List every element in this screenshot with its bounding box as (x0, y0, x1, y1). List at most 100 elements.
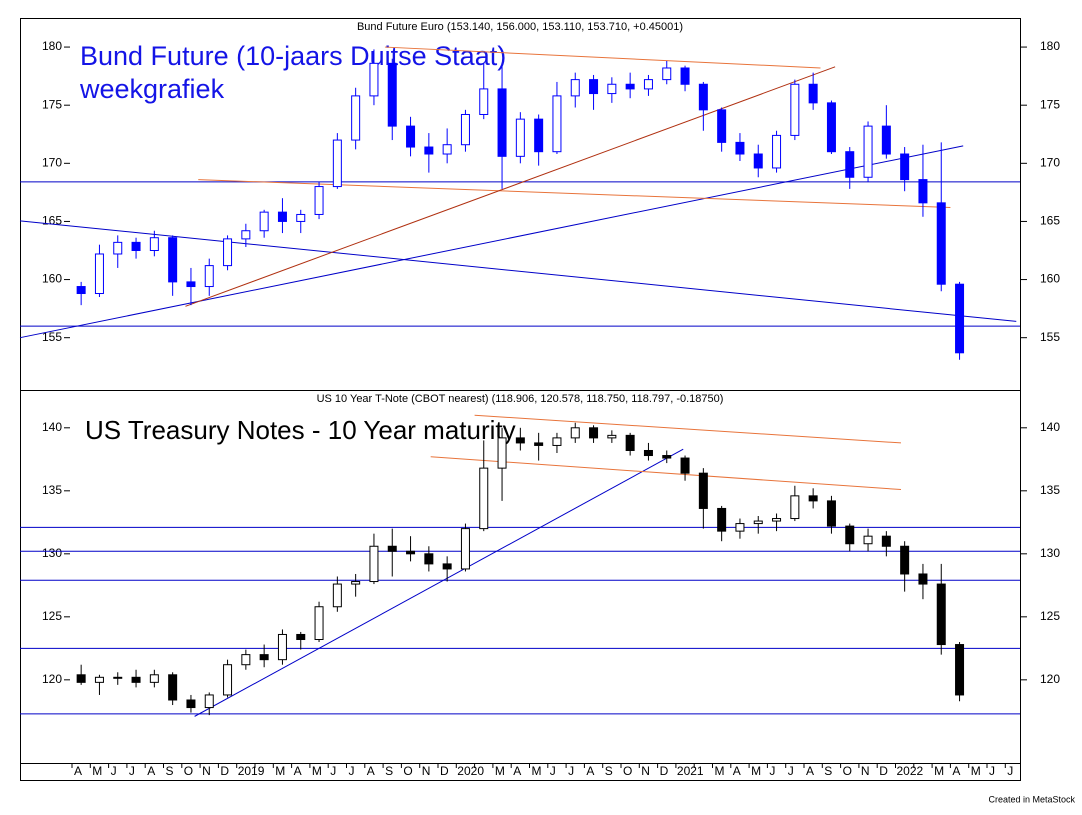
y-tick-label: 140 (42, 420, 62, 434)
candle-body (113, 241, 123, 255)
candle-body (900, 545, 910, 575)
x-tick-label: A (147, 764, 155, 778)
candle-body (387, 62, 397, 127)
candle-body (277, 633, 287, 661)
y-tick-label: 165 (42, 214, 62, 228)
x-tick-label: J (550, 764, 556, 778)
x-tick-label: A (806, 764, 814, 778)
candle-body (643, 449, 653, 457)
x-tick-label: S (824, 764, 832, 778)
trend-line (430, 456, 902, 491)
y-tick-label: 170 (42, 155, 62, 169)
candle-body (790, 83, 800, 136)
candle-body (369, 545, 379, 583)
candle-body (296, 213, 306, 222)
x-tick-label: M (495, 764, 505, 778)
footer: Created in MetaStock (988, 794, 1075, 804)
candle-body (131, 241, 141, 252)
candle-body (570, 79, 580, 97)
candle-body (955, 644, 965, 696)
candle-body (332, 139, 342, 188)
candle-body (753, 520, 763, 525)
x-tick-label: O (403, 764, 412, 778)
y-tick-label: 180 (42, 39, 62, 53)
x-tick-label: M (532, 764, 542, 778)
panel-title: Bund Future Euro (153.140, 156.000, 153.… (357, 21, 683, 33)
candle-body (845, 151, 855, 178)
candle-body (845, 525, 855, 545)
x-tick-label: J (1007, 764, 1013, 778)
candle-body (223, 238, 233, 267)
trend-line (19, 220, 1017, 322)
y-tick-label: 130 (42, 546, 62, 560)
x-tick-label: J (349, 764, 355, 778)
candle-body (662, 67, 672, 81)
candle-body (149, 237, 159, 251)
candle-body (76, 286, 86, 295)
x-tick-label: J (129, 764, 135, 778)
candle-body (772, 134, 782, 169)
candle-body (149, 674, 159, 683)
candle-body (607, 83, 617, 95)
candle-body (314, 186, 324, 215)
x-tick-label: 2019 (238, 764, 265, 778)
candle-body (863, 125, 873, 178)
candle-body (186, 699, 196, 709)
candle-body (186, 281, 196, 288)
candle-body (918, 179, 928, 204)
candle-body (900, 153, 910, 181)
candle-body (589, 79, 599, 95)
candle-body (625, 83, 635, 90)
candle-body (515, 437, 525, 444)
candle-body (497, 88, 507, 157)
x-tick-label: A (733, 764, 741, 778)
candle-body (131, 676, 141, 683)
x-tick-label: M (751, 764, 761, 778)
candle-body (570, 427, 580, 439)
x-tick-label: N (422, 764, 431, 778)
x-tick-label: A (513, 764, 521, 778)
trend-line (198, 179, 951, 208)
x-tick-label: J (568, 764, 574, 778)
candle-body (826, 102, 836, 153)
x-tick-label: 2021 (677, 764, 704, 778)
y-tick-label: 135 (42, 483, 62, 497)
candle-body (680, 457, 690, 474)
y-tick-label: 125 (42, 609, 62, 623)
x-tick-label: M (92, 764, 102, 778)
y-tick-label: 155 (42, 330, 62, 344)
y-tick-label: 165 (1040, 214, 1060, 228)
candle-body (772, 518, 782, 522)
x-tick-label: 2020 (457, 764, 484, 778)
candle-body (717, 109, 727, 143)
annotation: weekgrafiek (79, 74, 225, 104)
x-tick-label: S (166, 764, 174, 778)
x-tick-label: D (660, 764, 669, 778)
trend-line (185, 66, 836, 307)
candle-body (406, 125, 416, 148)
candle-body (534, 442, 544, 446)
x-tick-label: O (623, 764, 632, 778)
x-tick-label: M (312, 764, 322, 778)
candle-body (589, 427, 599, 439)
candle-body (808, 495, 818, 502)
x-tick-label: M (971, 764, 981, 778)
trend-line (194, 448, 684, 717)
candle-body (662, 455, 672, 459)
candle-body (881, 535, 891, 547)
candle-body (424, 146, 434, 155)
y-tick-label: 170 (1040, 155, 1060, 169)
candle-body (387, 545, 397, 552)
candle-body (479, 467, 489, 530)
y-tick-label: 135 (1040, 483, 1060, 497)
x-tick-label: N (641, 764, 650, 778)
x-tick-label: J (330, 764, 336, 778)
candle-body (296, 633, 306, 641)
x-tick-label: D (220, 764, 229, 778)
candle-body (259, 211, 269, 232)
candle-body (76, 674, 86, 683)
candle-body (826, 500, 836, 527)
candle-body (936, 583, 946, 646)
candle-body (332, 583, 342, 608)
